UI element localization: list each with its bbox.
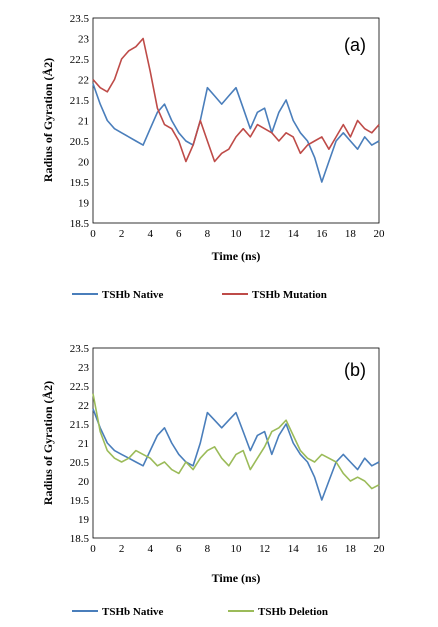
y-tick-label-a-2: 19.5	[70, 177, 90, 189]
y-tick-label-a-6: 21.5	[70, 95, 90, 107]
x-tick-label-b-5: 10	[231, 543, 243, 555]
legend-label-a-0: TSHb Native	[102, 289, 164, 301]
chart-panel-b: 18.5 19 19.5 20 20.5 21 21.5 22 22.5 23 23.5 0 2 4 6 8…	[41, 343, 385, 618]
x-tick-label-b-7: 14	[288, 543, 300, 555]
x-axis-title-a: Time (ns)	[212, 249, 261, 263]
x-tick-label-a-4: 8	[205, 228, 211, 240]
x-tick-label-a-8: 16	[316, 228, 328, 240]
legend-label-b-1: TSHb Deletion	[258, 606, 328, 618]
series-line-a-1	[92, 37, 380, 163]
x-tick-label-b-3: 6	[176, 543, 182, 555]
x-axis-title-b: Time (ns)	[212, 571, 261, 585]
series-layer-b	[92, 393, 380, 501]
x-tick-labels-b: 0 2 4 6 8 10 12 14 16 18 20	[90, 543, 385, 555]
y-tick-labels-b: 18.5 19 19.5 20 20.5 21 21.5 22 22.5 23 23.5	[70, 343, 90, 545]
y-tick-label-b-10: 23.5	[70, 343, 90, 355]
legend-label-a-1: TSHb Mutation	[252, 289, 327, 301]
y-tick-label-b-7: 22	[78, 400, 89, 412]
plot-area-b	[92, 347, 380, 539]
x-tick-label-b-4: 8	[205, 543, 211, 555]
y-tick-label-b-0: 18.5	[70, 533, 90, 545]
y-tick-label-a-7: 22	[78, 75, 89, 87]
panel-label-a: (a)	[344, 35, 366, 55]
y-axis-title-b: Radius of Gyration (Å2)	[41, 381, 55, 505]
plot-area-a	[92, 17, 380, 224]
series-line-a-0	[92, 83, 380, 183]
x-tick-label-a-2: 4	[147, 228, 153, 240]
y-tick-label-a-9: 23	[78, 34, 90, 46]
legend-label-b-0: TSHb Native	[102, 606, 164, 618]
x-tick-label-b-9: 18	[345, 543, 357, 555]
x-tick-label-a-9: 18	[345, 228, 357, 240]
x-tick-label-b-2: 4	[147, 543, 153, 555]
y-tick-label-b-1: 19	[78, 514, 90, 526]
legend-b: TSHb Native TSHb Deletion	[72, 606, 328, 618]
x-tick-label-b-10: 20	[374, 543, 386, 555]
y-axis-title-a: Radius of Gyration (Å2)	[41, 58, 55, 182]
x-tick-label-b-0: 0	[90, 543, 96, 555]
y-tick-label-b-3: 20	[78, 476, 90, 488]
y-tick-labels-a: 18.5 19 19.5 20 20.5 21 21.5 22 22.5 23 23.5	[70, 13, 90, 230]
y-tick-label-a-1: 19	[78, 198, 90, 210]
y-tick-label-b-2: 19.5	[70, 495, 90, 507]
series-layer-a	[92, 37, 380, 183]
x-tick-label-a-6: 12	[259, 228, 270, 240]
x-tick-label-a-3: 6	[176, 228, 182, 240]
series-line-b-1	[92, 393, 380, 490]
x-tick-label-a-0: 0	[90, 228, 96, 240]
x-tick-labels-a: 0 2 4 6 8 10 12 14 16 18 20	[90, 228, 385, 240]
y-tick-label-a-8: 22.5	[70, 54, 90, 66]
chart-panel-a: 18.5 19 19.5 20 20.5 21 21.5 22 22.5 23 23.5 0 2 4 6 8…	[41, 13, 385, 301]
x-tick-label-b-6: 12	[259, 543, 270, 555]
y-tick-label-b-4: 20.5	[70, 457, 90, 469]
y-tick-label-b-6: 21.5	[70, 419, 90, 431]
x-tick-label-a-1: 2	[119, 228, 125, 240]
y-tick-label-b-5: 21	[78, 438, 89, 450]
series-line-b-0	[92, 408, 380, 501]
y-tick-label-a-4: 20.5	[70, 136, 90, 148]
y-tick-label-a-3: 20	[78, 157, 90, 169]
legend-a: TSHb Native TSHb Mutation	[72, 289, 327, 301]
x-tick-label-b-1: 2	[119, 543, 125, 555]
x-tick-label-a-7: 14	[288, 228, 300, 240]
x-tick-label-b-8: 16	[316, 543, 328, 555]
x-tick-label-a-5: 10	[231, 228, 243, 240]
panel-label-b: (b)	[344, 360, 366, 380]
y-tick-label-a-0: 18.5	[70, 218, 90, 230]
y-tick-label-a-5: 21	[78, 116, 89, 128]
y-tick-label-a-10: 23.5	[70, 13, 90, 25]
y-tick-label-b-8: 22.5	[70, 381, 90, 393]
y-tick-label-b-9: 23	[78, 362, 90, 374]
x-tick-label-a-10: 20	[374, 228, 386, 240]
